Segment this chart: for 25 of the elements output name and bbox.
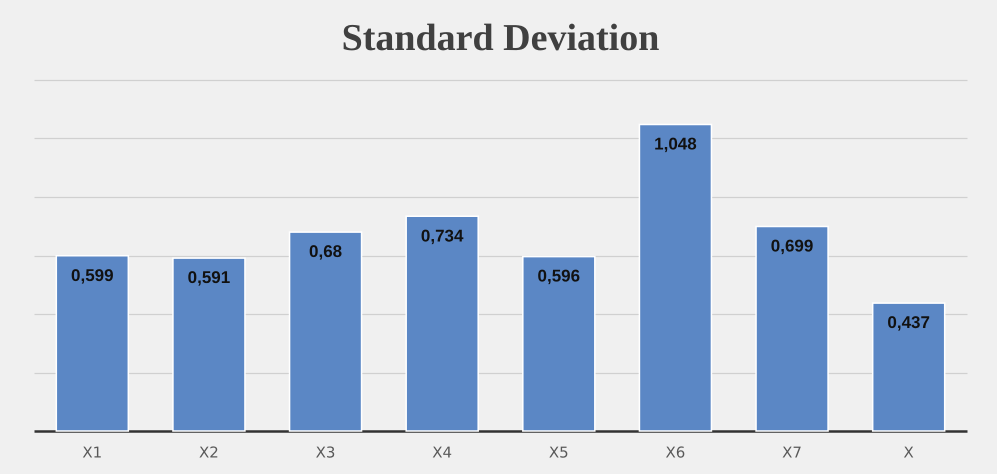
chart-title: Standard Deviation <box>342 17 660 59</box>
bar <box>755 226 829 432</box>
bar <box>405 216 479 432</box>
x-tick-label: X1 <box>82 444 102 462</box>
x-tick-label: X5 <box>548 444 569 462</box>
data-label: 0,596 <box>538 266 580 286</box>
data-label: 0,599 <box>71 266 114 285</box>
data-label: 0,68 <box>309 242 342 262</box>
x-tick-label: X2 <box>199 444 219 462</box>
data-label: 0,437 <box>887 313 930 332</box>
data-label: 0,734 <box>420 226 464 246</box>
bar <box>172 257 246 432</box>
x-tick-label: X7 <box>782 444 802 462</box>
data-label: 0,699 <box>770 236 814 256</box>
data-label: 0,591 <box>188 268 230 288</box>
x-tick-label: X <box>904 444 914 462</box>
bar <box>638 124 712 432</box>
bar <box>872 302 946 432</box>
x-tick-label: X6 <box>666 444 686 462</box>
bar <box>522 256 596 432</box>
x-tick-label: X3 <box>316 444 336 462</box>
bar <box>56 255 130 432</box>
data-label: 1,048 <box>654 134 697 154</box>
bar <box>288 231 362 432</box>
x-tick-label: X4 <box>432 444 452 462</box>
